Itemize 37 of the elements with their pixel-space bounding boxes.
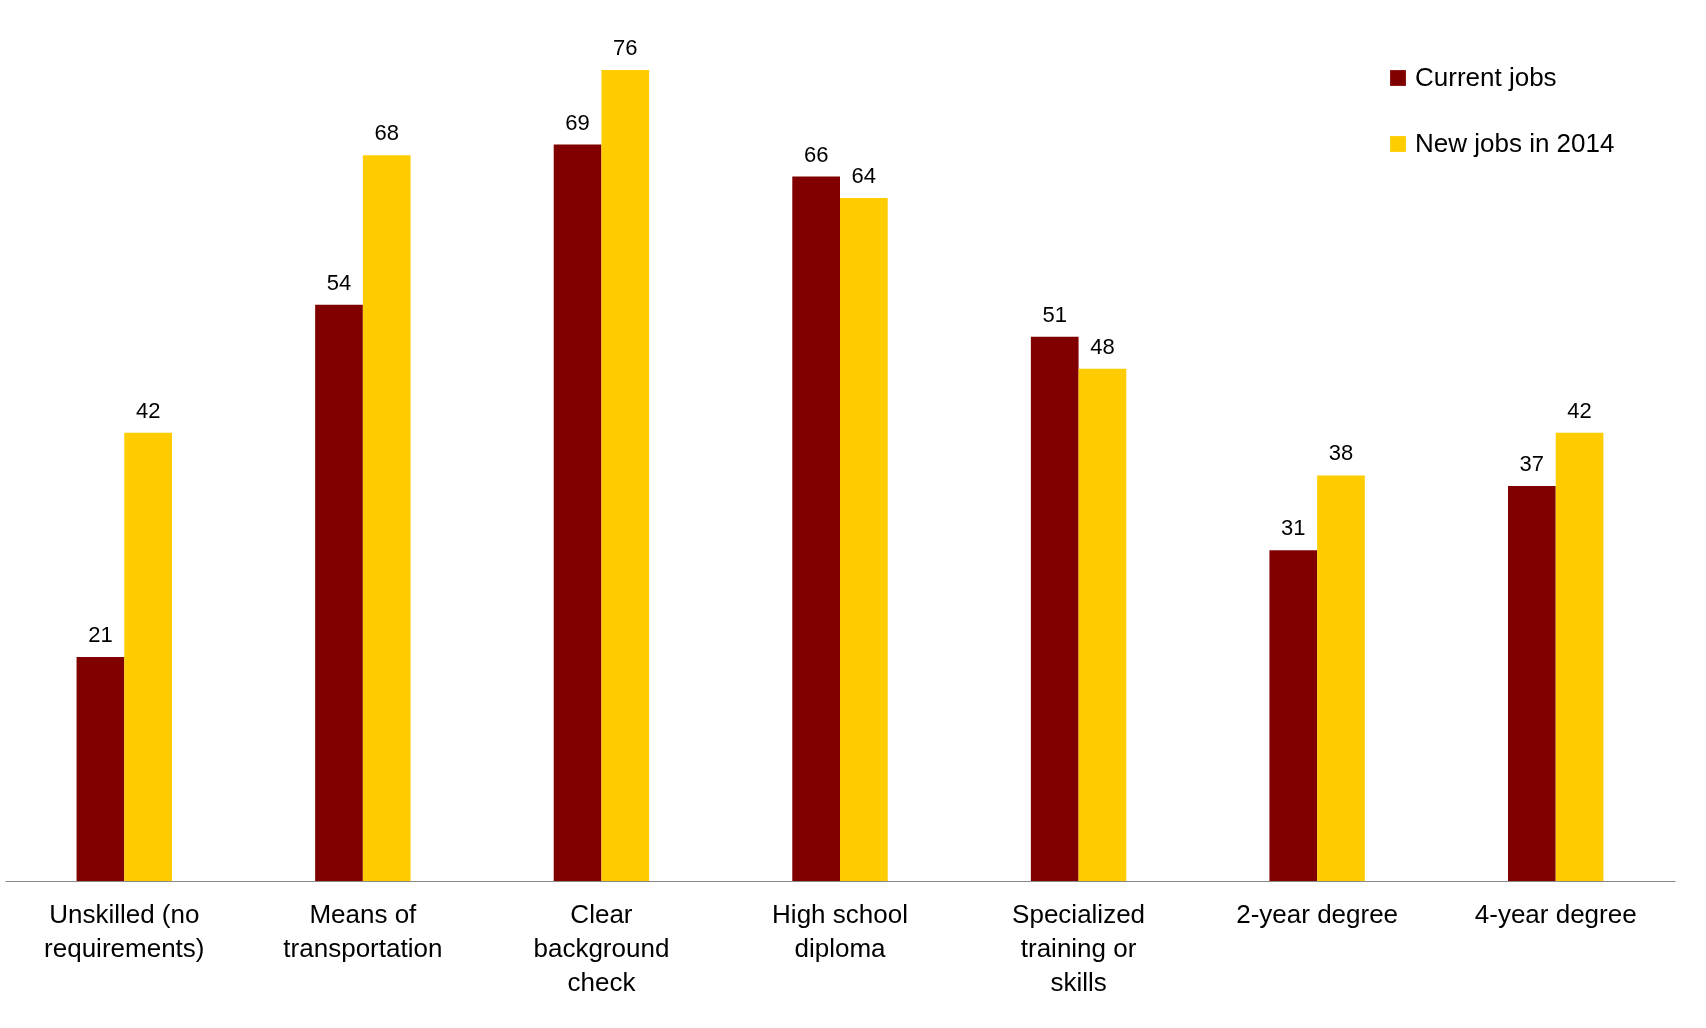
x-tick-label: Clear background check <box>533 898 670 997</box>
x-tick-label: 4-year degree <box>1474 898 1637 929</box>
x-tick-label: 2-year degree <box>1236 898 1399 929</box>
bar <box>362 155 411 881</box>
data-label: 38 <box>1328 440 1354 466</box>
bar <box>124 432 172 881</box>
bar <box>315 304 363 881</box>
bar <box>1317 475 1365 881</box>
bar <box>76 656 125 881</box>
data-label: 76 <box>613 34 638 60</box>
data-label: 66 <box>803 141 829 167</box>
bar <box>553 144 602 881</box>
bar <box>1030 336 1079 881</box>
data-label: 68 <box>374 120 399 146</box>
bar <box>1508 486 1556 881</box>
bar <box>792 176 840 881</box>
data-label: 42 <box>135 397 161 423</box>
bar <box>1078 368 1127 881</box>
legend-label: Current jobs <box>1415 62 1557 92</box>
bar <box>1269 550 1318 881</box>
x-tick-label: Means of transportation <box>283 898 443 963</box>
data-label: 31 <box>1281 515 1306 541</box>
bar <box>1555 432 1604 881</box>
legend-label: New jobs in 2014 <box>1415 128 1615 158</box>
data-label: 51 <box>1042 301 1067 327</box>
x-tick-label: High school diploma <box>772 898 908 963</box>
data-label: 69 <box>565 109 590 135</box>
bar <box>840 197 888 881</box>
data-label: 54 <box>326 269 352 295</box>
bar <box>601 69 650 881</box>
data-label: 42 <box>1567 397 1592 423</box>
x-tick-label: Unskilled (no requirements) <box>44 898 205 963</box>
data-label: 37 <box>1519 451 1545 477</box>
x-tick-label: Specialized training or skills <box>1012 898 1146 997</box>
data-label: 48 <box>1090 333 1115 359</box>
data-label: 64 <box>851 162 877 188</box>
data-label: 21 <box>88 621 113 647</box>
